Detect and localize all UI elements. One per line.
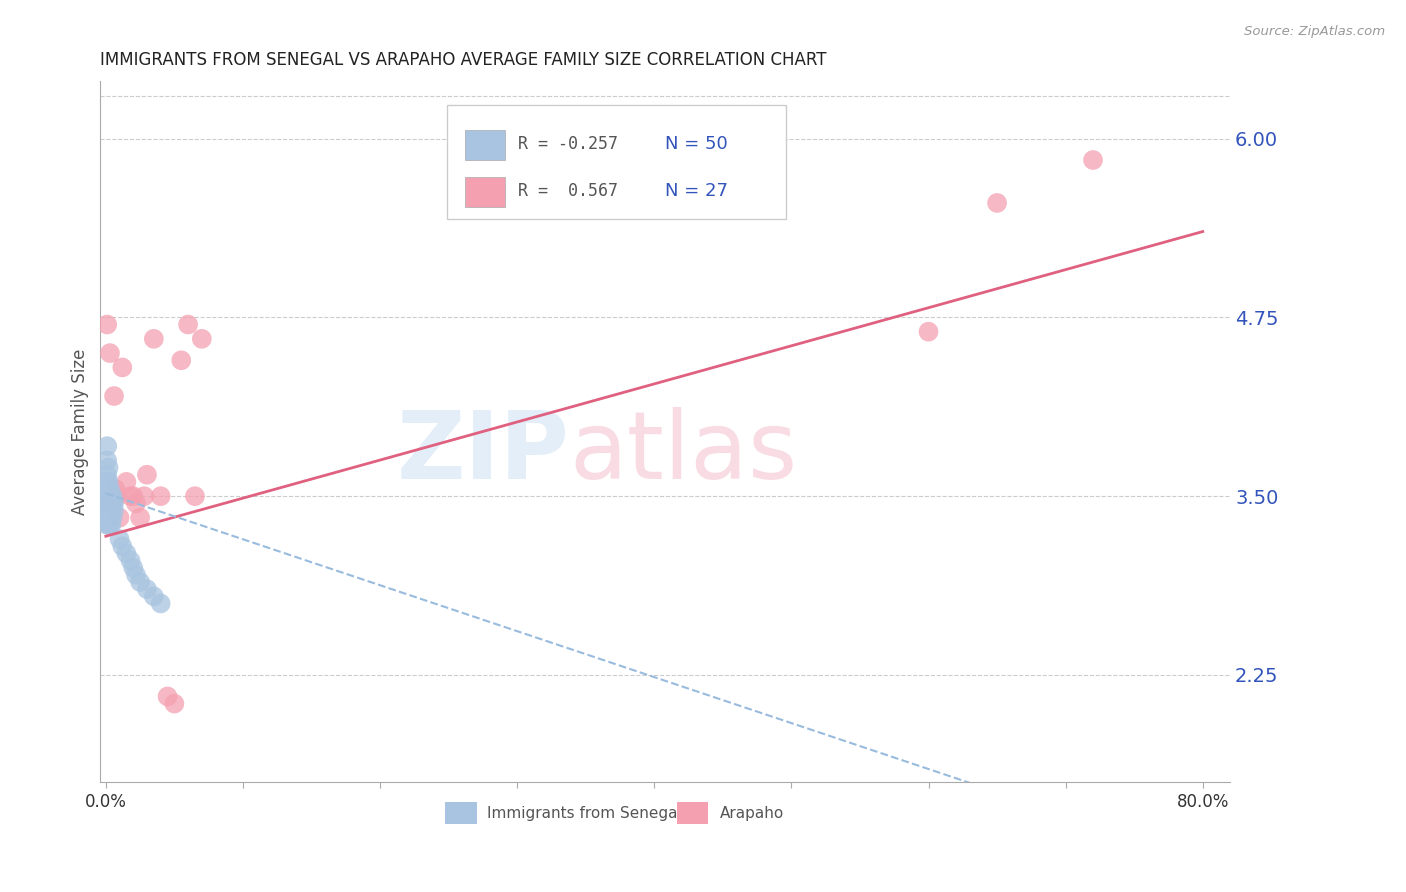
- Text: ZIP: ZIP: [396, 407, 569, 499]
- Point: [115, 475, 138, 489]
- Point: [111, 539, 134, 553]
- Point: [184, 489, 207, 503]
- Point: [122, 489, 145, 503]
- Point: [129, 574, 152, 589]
- Point: [101, 489, 124, 503]
- Point: [97, 486, 120, 500]
- Point: [98, 491, 121, 506]
- Bar: [465, 130, 505, 160]
- Point: [100, 503, 122, 517]
- Point: [156, 690, 179, 704]
- Point: [103, 389, 125, 403]
- Point: [98, 510, 121, 524]
- Point: [96, 482, 118, 496]
- Point: [97, 489, 120, 503]
- Text: N = 27: N = 27: [665, 182, 728, 201]
- Bar: [465, 178, 505, 207]
- Point: [97, 482, 120, 496]
- Point: [125, 567, 148, 582]
- Point: [191, 332, 214, 346]
- Point: [96, 517, 118, 532]
- Point: [96, 510, 118, 524]
- Point: [103, 496, 125, 510]
- Point: [97, 489, 120, 503]
- Point: [98, 503, 121, 517]
- Point: [125, 496, 148, 510]
- Point: [97, 475, 120, 489]
- Point: [122, 560, 145, 574]
- Text: Source: ZipAtlas.com: Source: ZipAtlas.com: [1244, 25, 1385, 38]
- Text: atlas: atlas: [569, 407, 797, 499]
- Point: [96, 475, 118, 489]
- Point: [96, 500, 118, 515]
- Point: [101, 496, 124, 510]
- Bar: [676, 802, 709, 824]
- Text: R = -0.257: R = -0.257: [519, 136, 619, 153]
- Point: [100, 517, 122, 532]
- Point: [100, 496, 122, 510]
- Text: R =  0.567: R = 0.567: [519, 182, 619, 201]
- Point: [97, 495, 120, 509]
- Point: [105, 489, 128, 503]
- Point: [1081, 153, 1104, 167]
- Text: Immigrants from Senegal: Immigrants from Senegal: [486, 805, 682, 821]
- Point: [115, 546, 138, 560]
- Point: [120, 553, 142, 567]
- Point: [97, 495, 120, 509]
- Point: [136, 467, 159, 482]
- Point: [134, 489, 156, 503]
- Point: [177, 318, 200, 332]
- Point: [149, 597, 172, 611]
- Point: [111, 360, 134, 375]
- Point: [98, 498, 121, 512]
- Point: [98, 496, 121, 510]
- Point: [142, 590, 165, 604]
- Text: IMMIGRANTS FROM SENEGAL VS ARAPAHO AVERAGE FAMILY SIZE CORRELATION CHART: IMMIGRANTS FROM SENEGAL VS ARAPAHO AVERA…: [100, 51, 827, 69]
- Text: Arapaho: Arapaho: [720, 805, 783, 821]
- Point: [96, 491, 118, 506]
- Point: [96, 489, 118, 503]
- Point: [108, 532, 131, 546]
- Point: [101, 510, 124, 524]
- Point: [97, 496, 120, 510]
- Point: [149, 489, 172, 503]
- Point: [120, 489, 142, 503]
- Bar: [444, 802, 477, 824]
- Point: [129, 510, 152, 524]
- Text: N = 50: N = 50: [665, 136, 728, 153]
- Point: [97, 496, 120, 510]
- Point: [96, 318, 118, 332]
- Y-axis label: Average Family Size: Average Family Size: [72, 349, 89, 515]
- Point: [142, 332, 165, 346]
- Point: [108, 510, 131, 524]
- Point: [96, 482, 118, 496]
- Point: [103, 503, 125, 517]
- Point: [917, 325, 939, 339]
- Point: [986, 196, 1008, 211]
- Point: [98, 517, 121, 532]
- Point: [96, 467, 118, 482]
- Point: [98, 489, 121, 503]
- Point: [98, 482, 121, 496]
- Point: [101, 489, 124, 503]
- Point: [170, 353, 193, 368]
- Point: [97, 510, 120, 524]
- FancyBboxPatch shape: [447, 105, 786, 219]
- Point: [100, 489, 122, 503]
- Point: [98, 346, 121, 360]
- Point: [96, 439, 118, 453]
- Point: [163, 697, 186, 711]
- Point: [136, 582, 159, 596]
- Point: [104, 482, 127, 496]
- Point: [97, 460, 120, 475]
- Point: [97, 517, 120, 532]
- Point: [96, 453, 118, 467]
- Point: [96, 489, 118, 503]
